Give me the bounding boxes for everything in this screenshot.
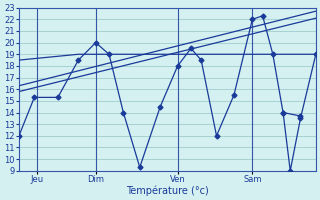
X-axis label: Température (°c): Température (°c) — [126, 185, 209, 196]
